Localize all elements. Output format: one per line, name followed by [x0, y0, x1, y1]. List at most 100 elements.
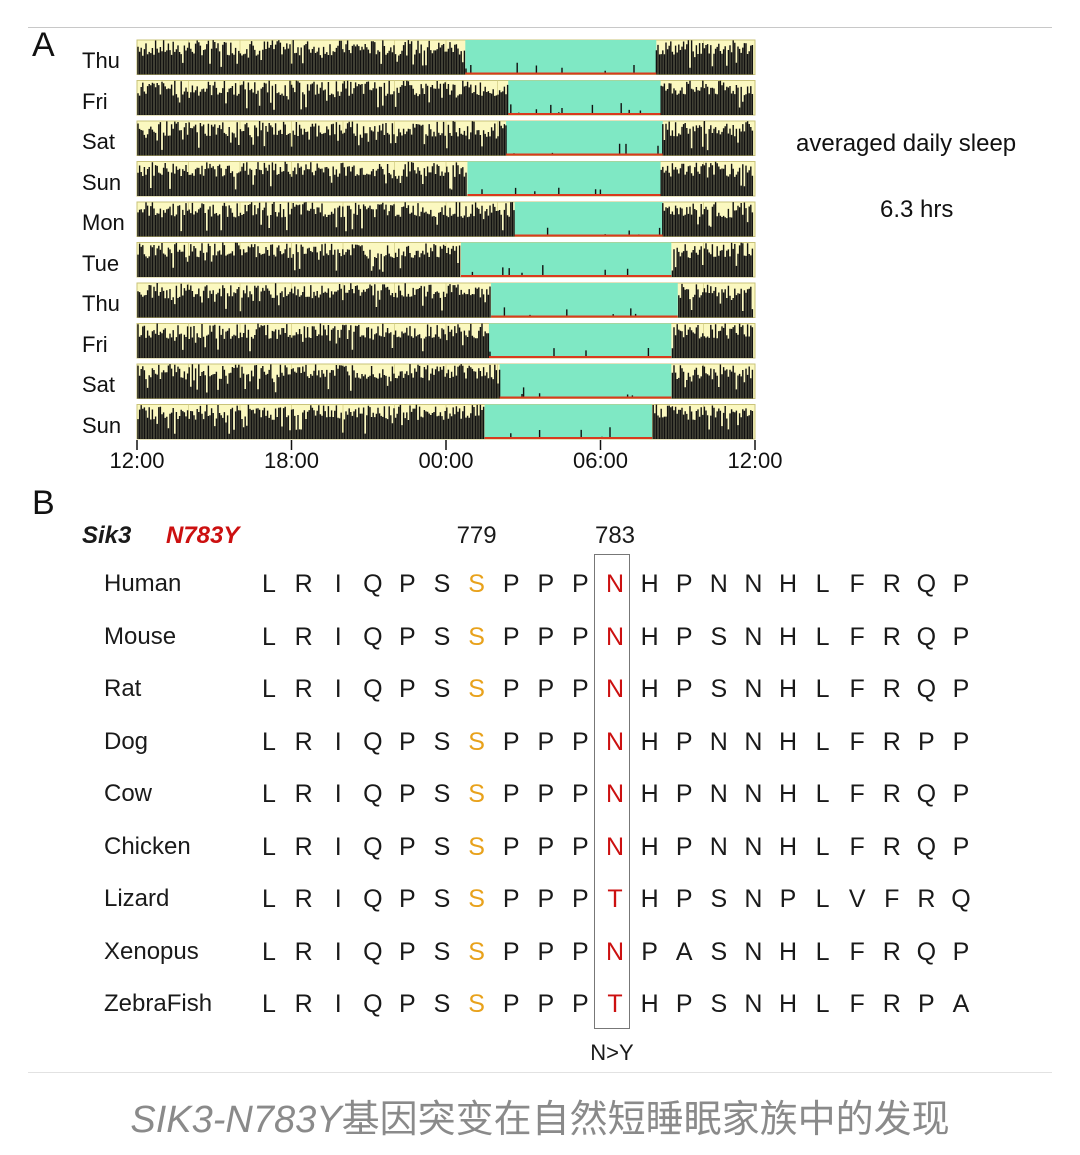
residue: L	[815, 675, 830, 703]
residue: H	[778, 622, 798, 651]
residue: L	[815, 885, 830, 913]
residue: N	[605, 727, 625, 756]
residue: I	[334, 937, 342, 966]
residue: F	[849, 990, 865, 1018]
residue: F	[849, 570, 865, 598]
residue: P	[399, 832, 416, 861]
position-label: 779	[456, 522, 497, 549]
residue: P	[572, 780, 589, 808]
residue: S	[468, 990, 485, 1018]
sleep-episode	[506, 121, 663, 156]
residue: H	[778, 937, 798, 966]
residue: I	[334, 675, 342, 703]
residue: I	[334, 885, 342, 913]
residue: T	[607, 885, 623, 913]
gene-name: Sik3	[82, 522, 132, 549]
residue: P	[399, 990, 416, 1018]
activity-trace	[137, 323, 754, 358]
x-tick-label: 12:00	[109, 448, 165, 473]
residue: N	[744, 570, 763, 598]
residue: H	[640, 675, 659, 703]
residue: A	[952, 990, 970, 1018]
residue: S	[468, 727, 485, 756]
residue: L	[262, 727, 276, 756]
row-label: Tue	[82, 250, 120, 276]
x-tick-label: 06:00	[572, 448, 629, 473]
residue: R	[882, 780, 901, 808]
mutation-column-box	[594, 554, 630, 1029]
residue: S	[468, 832, 485, 861]
residue: S	[433, 937, 451, 966]
residue: P	[537, 937, 555, 966]
activity-trace	[137, 121, 754, 156]
residue: S	[468, 937, 485, 966]
species-label: Rat	[104, 675, 142, 702]
residue: L	[815, 570, 830, 598]
residue: Q	[363, 675, 383, 703]
row-label: Fri	[82, 88, 108, 114]
residue: P	[502, 832, 520, 861]
residue: P	[918, 727, 935, 756]
row-label: Sun	[82, 169, 122, 195]
residue: R	[294, 622, 313, 651]
residue: N	[744, 832, 763, 861]
residue: H	[778, 780, 798, 808]
residue: F	[849, 622, 865, 651]
residue: P	[952, 622, 970, 651]
residue: P	[399, 622, 416, 651]
residue: N	[605, 570, 625, 598]
residue: S	[468, 885, 485, 913]
residue: Q	[951, 885, 971, 913]
residue: P	[952, 675, 970, 703]
residue: P	[572, 885, 589, 913]
residue: L	[815, 990, 830, 1018]
residue: T	[607, 990, 623, 1018]
residue: P	[675, 622, 693, 651]
residue: H	[778, 727, 798, 756]
residue: R	[294, 990, 313, 1018]
residue: Q	[916, 570, 937, 598]
residue: S	[433, 622, 451, 651]
residue: P	[537, 570, 555, 598]
row-label: Sun	[82, 412, 122, 438]
residue: N	[709, 832, 728, 861]
x-tick-label: 00:00	[418, 448, 474, 473]
bottom-divider	[28, 1072, 1052, 1073]
residue: R	[294, 675, 313, 703]
residue: R	[917, 885, 936, 913]
residue: S	[710, 885, 728, 913]
residue: I	[334, 727, 342, 756]
residue: P	[918, 990, 935, 1018]
residue: P	[399, 780, 416, 808]
sleep-episode	[461, 242, 672, 277]
residue: P	[572, 937, 589, 966]
residue: P	[399, 727, 416, 756]
residue: H	[640, 832, 659, 861]
species-label: Cow	[104, 780, 153, 807]
residue: P	[537, 780, 555, 808]
residue: V	[848, 885, 866, 913]
residue: Q	[916, 832, 937, 861]
sleep-episode	[465, 40, 657, 75]
residue: P	[537, 990, 555, 1018]
residue: P	[572, 622, 589, 651]
residue: I	[334, 570, 342, 598]
residue: R	[294, 780, 313, 808]
residue: Q	[363, 885, 383, 913]
residue: Q	[363, 937, 383, 966]
species-label: Xenopus	[104, 937, 199, 965]
residue: L	[262, 885, 276, 913]
residue: S	[710, 990, 728, 1018]
residue: I	[334, 990, 342, 1018]
residue: F	[884, 885, 900, 913]
residue: N	[605, 832, 625, 861]
residue: Q	[363, 570, 383, 598]
residue: P	[952, 727, 970, 756]
residue: N	[605, 622, 625, 651]
residue: P	[779, 885, 797, 913]
residue: L	[262, 622, 276, 651]
residue: S	[468, 570, 485, 598]
species-label: Human	[104, 570, 182, 597]
residue: N	[744, 727, 763, 756]
residue: N	[744, 780, 763, 808]
